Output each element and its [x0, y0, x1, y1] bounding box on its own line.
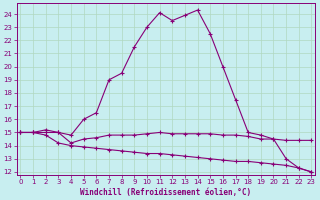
X-axis label: Windchill (Refroidissement éolien,°C): Windchill (Refroidissement éolien,°C): [80, 188, 252, 197]
